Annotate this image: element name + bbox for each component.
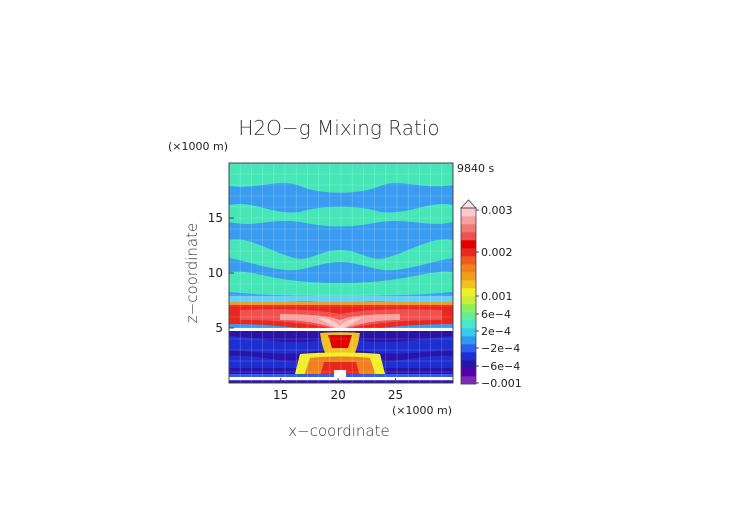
plot-grid: [229, 163, 453, 383]
colorbar-swatch: [461, 336, 476, 345]
x-tick-label: 15: [273, 388, 288, 402]
x-axis-label: x−coordinate: [288, 422, 389, 440]
colorbar-swatch: [461, 240, 476, 249]
colorbar-label: 0.003: [481, 204, 513, 217]
colorbar-label: 6e−4: [481, 308, 511, 321]
colorbar-swatch: [461, 288, 476, 297]
colorbar-swatch: [461, 368, 476, 377]
colorbar-swatch: [461, 312, 476, 321]
z-axis-unit: (×1000 m): [168, 140, 228, 153]
z-tick-label: 5: [215, 321, 223, 335]
z-axis-label: z−coordinate: [183, 223, 201, 323]
colorbar-label: 0.002: [481, 246, 513, 259]
colorbar-label: −0.001: [481, 377, 522, 390]
colorbar-swatch: [461, 360, 476, 369]
colorbar-swatch: [461, 280, 476, 289]
colorbar-swatch: [461, 296, 476, 305]
colorbar-overflow-triangle: [460, 199, 477, 209]
colorbar-swatch: [461, 232, 476, 241]
chart-title: H2O−g Mixing Ratio: [238, 116, 439, 140]
colorbar-swatch: [461, 352, 476, 361]
colorbar: 0.003 0.002 0.001 6e−4 2e−4 −2e−4 −6e−4 −0.001: [460, 199, 522, 390]
colorbar-swatch: [461, 224, 476, 233]
z-ticks: 5 10 15: [208, 211, 234, 335]
colorbar-swatch: [461, 320, 476, 329]
x-tick-label: 20: [330, 388, 345, 402]
colorbar-swatch: [461, 256, 476, 265]
colorbar-swatch: [461, 272, 476, 281]
colorbar-swatch: [461, 304, 476, 313]
colorbar-swatch: [461, 216, 476, 225]
colorbar-label: 0.001: [481, 290, 513, 303]
colorbar-swatch: [461, 328, 476, 337]
colorbar-label: −2e−4: [481, 342, 520, 355]
time-label: 9840 s: [457, 162, 494, 175]
colorbar-swatch: [461, 344, 476, 353]
colorbar-label: 2e−4: [481, 325, 511, 338]
colorbar-label: −6e−4: [481, 360, 520, 373]
colorbar-swatch: [461, 248, 476, 257]
x-axis-unit: (×1000 m): [392, 404, 452, 417]
z-tick-label: 10: [208, 266, 223, 280]
z-tick-label: 15: [208, 211, 223, 225]
colorbar-swatch: [461, 376, 476, 385]
x-tick-label: 25: [388, 388, 403, 402]
x-ticks: 15 20 25: [273, 378, 403, 402]
colorbar-swatch: [461, 264, 476, 273]
heatmap-field: [229, 163, 453, 383]
colorbar-swatch: [461, 208, 476, 217]
